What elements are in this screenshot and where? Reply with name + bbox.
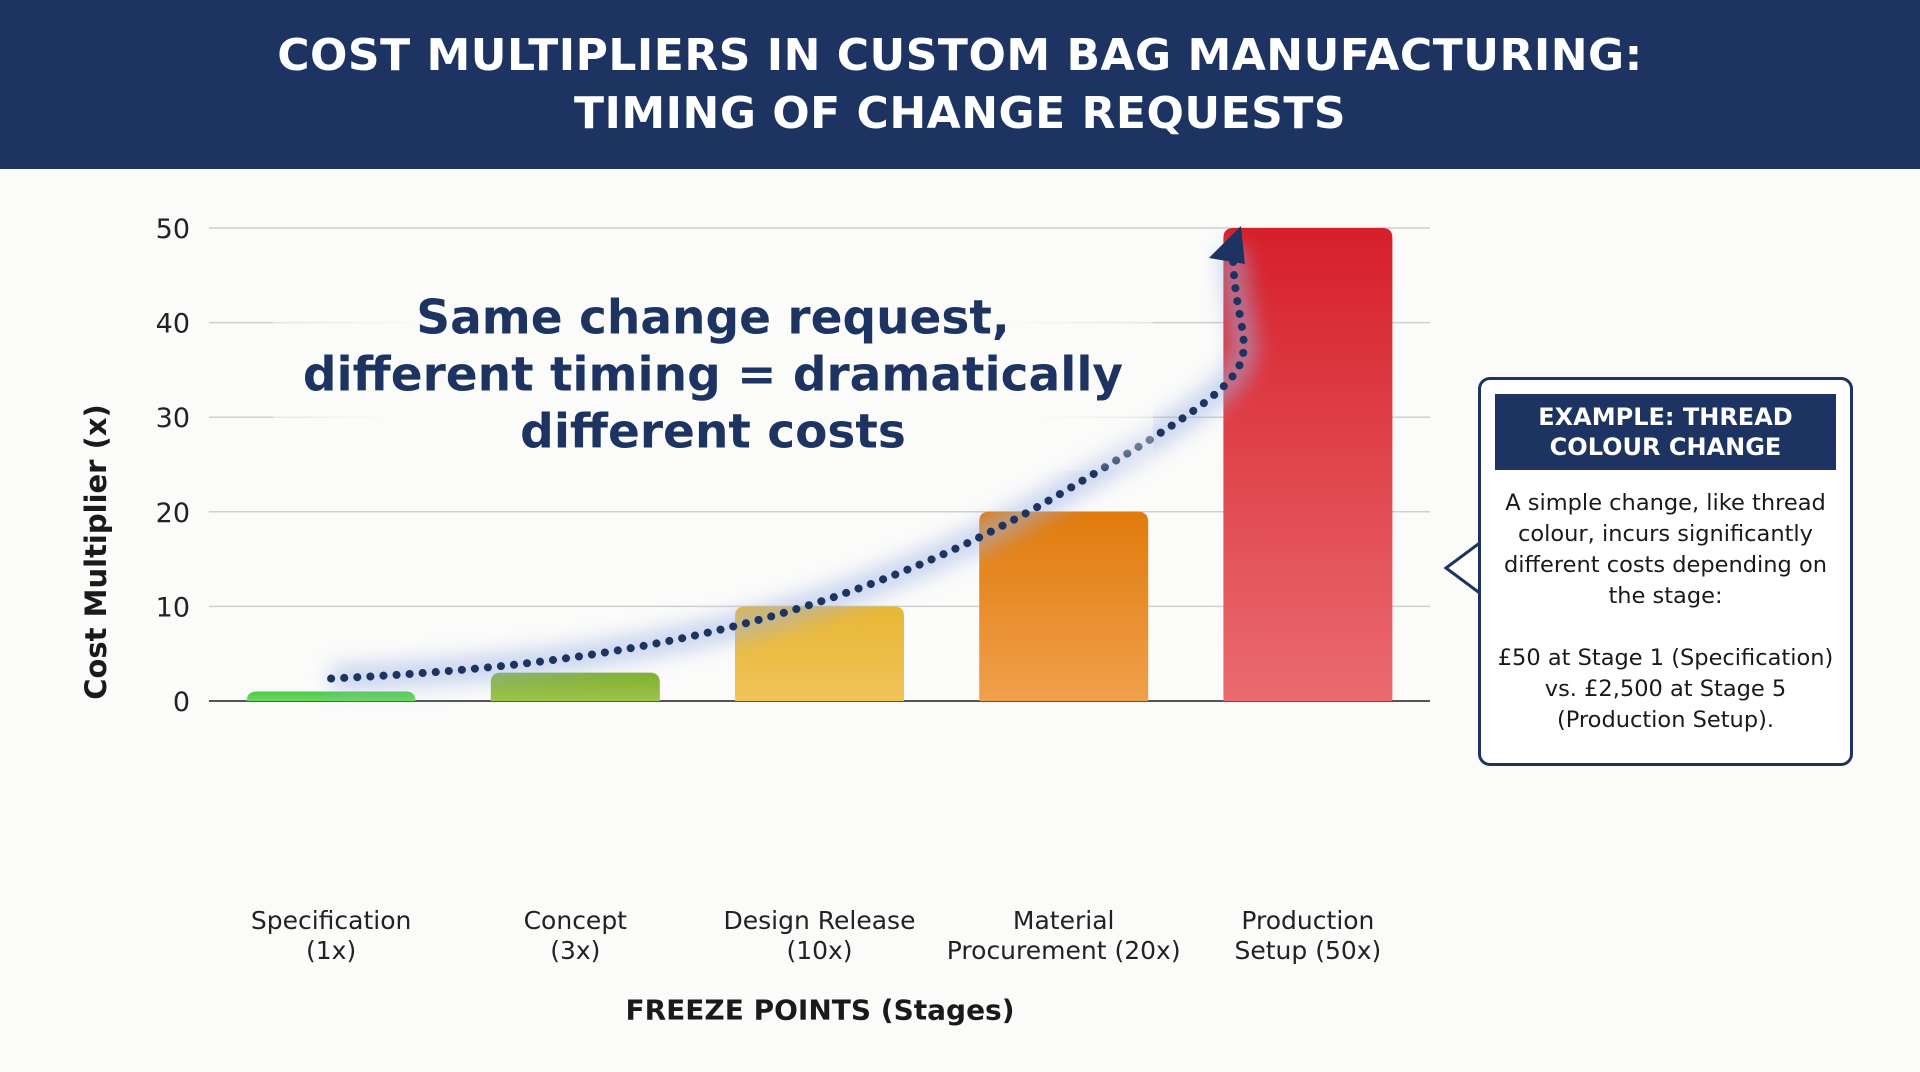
callout-body: A simple change, like thread colour, inc… (1481, 470, 1850, 736)
x-tick-label: Specification (251, 906, 412, 935)
x-tick-label: (10x) (786, 936, 852, 965)
y-tick-label: 10 (156, 592, 190, 623)
callout-pointer (1443, 540, 1482, 596)
y-tick-label: 50 (156, 214, 190, 245)
y-tick-label: 40 (156, 309, 190, 340)
chart-title-line2: TIMING OF CHANGE REQUESTS (573, 87, 1347, 139)
callout-text: A simple change, like thread colour, inc… (1503, 490, 1828, 609)
headline-line: different costs (520, 404, 906, 460)
x-tick-label: Setup (50x) (1234, 936, 1381, 965)
y-tick-label: 20 (156, 498, 190, 529)
header-banner: COST MULTIPLIERS IN CUSTOM BAG MANUFACTU… (0, 0, 1920, 169)
y-tick-label: 30 (156, 403, 190, 434)
y-axis-label: Cost Multiplier (x) (79, 404, 113, 700)
callout-title: EXAMPLE: THREAD COLOUR CHANGE (1495, 394, 1836, 470)
headline-annotation: Same change request, different timing = … (272, 279, 1154, 471)
callout-cost-comparison: £50 at Stage 1 (Specification) vs. £2,50… (1497, 645, 1834, 733)
headline-line: different timing = dramatically (302, 347, 1124, 403)
bar (490, 672, 660, 701)
x-tick-label: Material (1013, 906, 1115, 935)
bar (735, 606, 904, 701)
x-tick-label: Design Release (724, 906, 916, 935)
x-tick-label: Procurement (20x) (947, 936, 1181, 965)
arrowhead-icon (1208, 226, 1245, 264)
x-axis-label: FREEZE POINTS (Stages) (625, 993, 1015, 1027)
bar (979, 511, 1149, 701)
example-callout: EXAMPLE: THREAD COLOUR CHANGE A simple c… (1478, 377, 1853, 766)
bar (246, 691, 416, 702)
bar (1223, 228, 1393, 701)
y-tick-label: 0 (173, 687, 190, 718)
x-tick-label: Production (1241, 906, 1374, 935)
headline-line: Same change request, (416, 290, 1010, 346)
x-tick-label: Concept (524, 906, 628, 935)
chart-title-line1: COST MULTIPLIERS IN CUSTOM BAG MANUFACTU… (277, 29, 1643, 81)
x-tick-label: (1x) (306, 936, 356, 965)
x-tick-label: (3x) (550, 936, 600, 965)
trend-dotted-line (327, 244, 1248, 683)
